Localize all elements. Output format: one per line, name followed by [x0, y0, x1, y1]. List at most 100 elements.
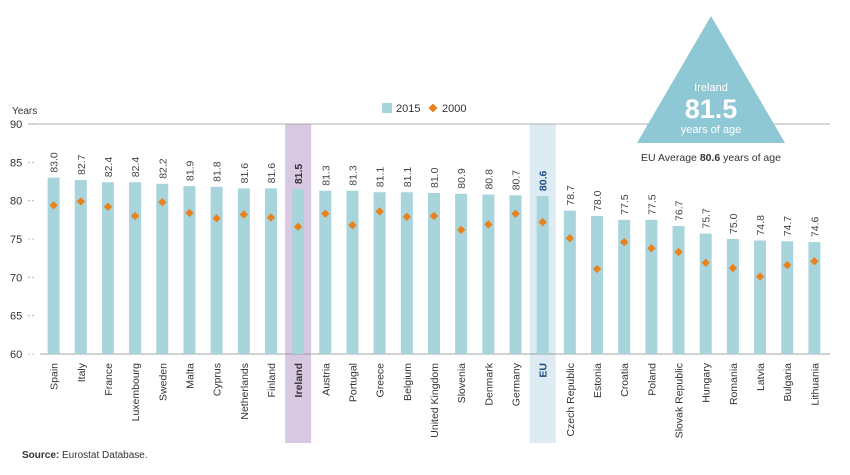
data-label: 81.3 [320, 165, 332, 186]
x-tick-label: Poland [646, 363, 658, 396]
marker-2000-germany [511, 209, 520, 218]
data-label: 81.1 [375, 167, 387, 188]
marker-2000-france [103, 202, 113, 211]
callout-country: Ireland [694, 82, 728, 94]
y-tick-label: 90 [10, 119, 22, 131]
x-tick-label: Finland [266, 363, 278, 398]
bar-2015-hungary [699, 233, 712, 354]
marker-2000-latvia [755, 272, 765, 281]
marker-2000-slovak-republic [674, 247, 683, 257]
data-label: 81.6 [266, 163, 278, 184]
x-tick-label: Czech Republic [565, 363, 577, 437]
bar-2015-slovenia [455, 193, 468, 354]
bar-2015-austria [319, 190, 332, 354]
bar-2015-eu [536, 196, 549, 354]
bar-2015-croatia [618, 219, 631, 354]
x-tick-label: Portugal [347, 363, 359, 402]
marker-2000-spain [49, 201, 58, 210]
data-label: 81.3 [347, 165, 359, 186]
x-tick-label: Slovenia [456, 363, 468, 403]
data-label: 83.0 [49, 152, 61, 173]
marker-2000-netherlands [239, 210, 248, 219]
data-label: 82.7 [76, 154, 88, 175]
x-tick-label: France [103, 363, 115, 396]
marker-2000-austria [321, 209, 330, 218]
bar-2015-netherlands [237, 188, 250, 354]
bar-2015-ireland [292, 189, 305, 354]
marker-2000-eu [538, 217, 547, 227]
data-label: 78.0 [592, 190, 604, 211]
marker-2000-estonia [592, 264, 602, 274]
bar-2015-romania [726, 239, 739, 354]
marker-2000-belgium [402, 212, 412, 221]
x-tick-label: Italy [76, 362, 88, 382]
data-label: 74.7 [782, 216, 794, 237]
x-tick-label: EU [538, 363, 550, 378]
marker-2000-sweden [158, 198, 167, 207]
bar-2015-united-kingdom [428, 193, 440, 354]
bar-2015-denmark [482, 194, 495, 354]
marker-2000-portugal [348, 221, 357, 230]
y-axis-title: Years [12, 106, 37, 117]
y-tick-label: 65 [10, 311, 22, 323]
data-label: 82.4 [130, 157, 142, 178]
marker-2000-denmark [484, 220, 493, 229]
data-label: 80.9 [456, 168, 468, 189]
data-label: 81.5 [293, 164, 305, 185]
data-label: 81.0 [429, 167, 441, 188]
data-label: 81.6 [239, 163, 251, 184]
x-tick-label: Ireland [293, 363, 305, 397]
bar-2015-estonia [591, 216, 604, 354]
bar-2015-latvia [754, 240, 767, 354]
bar-2015-france [101, 182, 114, 354]
legend-label-2000: 2000 [442, 103, 466, 115]
x-tick-label: Croatia [619, 363, 631, 397]
data-label: 80.7 [511, 170, 523, 191]
x-tick-label: Malta [184, 363, 196, 389]
x-tick-label: Belgium [402, 363, 414, 401]
marker-2000-finland [266, 213, 276, 222]
marker-2000-malta [185, 208, 194, 218]
data-label: 81.9 [184, 161, 196, 182]
bar-2015-finland [264, 188, 277, 354]
data-label: 76.7 [674, 200, 686, 221]
callout-value: 81.5 [685, 94, 738, 124]
marker-2000-slovenia [456, 225, 466, 234]
marker-2000-ireland [293, 222, 303, 231]
x-tick-label: Luxembourg [130, 363, 142, 422]
x-tick-label: Sweden [157, 363, 169, 401]
data-label: 80.8 [483, 169, 495, 190]
source-text: Eurostat Database. [62, 450, 148, 461]
data-label: 74.6 [809, 216, 821, 237]
data-label: 81.8 [212, 161, 224, 182]
x-tick-label: Denmark [483, 362, 495, 405]
data-label: 77.5 [646, 194, 658, 215]
eu-average-note: EU Average 80.6 years of age [641, 152, 781, 164]
callout-unit: years of age [681, 124, 742, 136]
x-tick-label: Germany [511, 362, 523, 406]
x-tick-label: Greece [375, 363, 387, 398]
bar-2015-belgium [400, 192, 413, 354]
bar-2015-cyprus [210, 186, 223, 354]
x-tick-label: Latvia [755, 363, 767, 391]
marker-2000-czech-republic [565, 234, 575, 243]
y-tick-label: 85 [10, 157, 22, 169]
bar-2015-greece [373, 192, 386, 354]
bar-2015-luxembourg [129, 182, 142, 354]
bar-2015-czech-republic [563, 210, 576, 354]
legend-swatch-2015 [382, 103, 392, 113]
y-tick-label: 60 [10, 349, 22, 361]
y-tick-label: 75 [10, 234, 22, 246]
source-label: Source: [22, 450, 60, 461]
bar-2015-spain [47, 177, 60, 354]
bar-2015-italy [74, 179, 87, 354]
x-tick-label: Estonia [592, 363, 604, 398]
x-tick-label: Cyprus [212, 363, 224, 396]
marker-2000-luxembourg [130, 211, 140, 221]
bar-2015-bulgaria [781, 241, 794, 354]
marker-2000-hungary [701, 258, 710, 267]
x-tick-label: Hungary [701, 362, 713, 402]
data-label: 75.7 [701, 208, 713, 229]
legend-swatch-2000 [428, 103, 438, 113]
data-label: 80.6 [538, 170, 550, 191]
